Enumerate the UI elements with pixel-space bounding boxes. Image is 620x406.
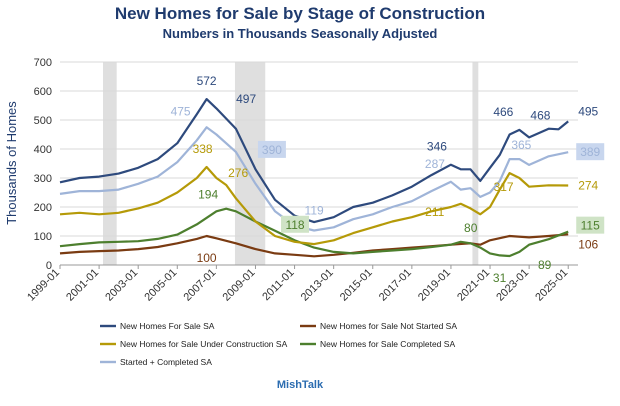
data-annotations: 572 497 346 466 468 495 475 390 119 287 365 389 338 2… xyxy=(171,74,605,285)
x-tick-2019-01: 2019-01 xyxy=(416,267,453,304)
shade-2 xyxy=(472,62,479,265)
annotation-10: 365 xyxy=(511,138,531,152)
x-tick-2011-01: 2011-01 xyxy=(260,267,296,303)
x-tick-labels: 1999-01 2001-01 2003-01 2005-01 2007-01 2009-… xyxy=(25,265,570,304)
annotation-17: 194 xyxy=(198,188,218,202)
series-line-3 xyxy=(59,207,569,258)
legend-label-2: New Homes for Sale Under Construction SA xyxy=(120,339,288,349)
series-lines xyxy=(59,98,569,258)
x-tick-2007-01: 2007-01 xyxy=(181,267,218,304)
annotation-box-22 xyxy=(576,216,605,234)
annotation-16: 274 xyxy=(578,179,598,193)
annotation-7: 390 xyxy=(262,143,282,157)
y-tick-300: 300 xyxy=(34,173,52,185)
chart-subtitle: Numbers in Thousands Seasonally Adjusted xyxy=(163,26,438,41)
annotation-15: 317 xyxy=(494,180,514,194)
legend-label-0: New Homes For Sale SA xyxy=(120,321,215,331)
y-tick-700: 700 xyxy=(34,57,52,69)
y-tick-200: 200 xyxy=(34,202,52,214)
shade-0 xyxy=(103,62,117,265)
series-line-0 xyxy=(59,98,569,224)
annotation-21: 89 xyxy=(538,258,552,272)
annotation-1: 497 xyxy=(236,92,256,106)
annotation-24: 106 xyxy=(578,237,598,251)
annotation-12: 338 xyxy=(193,142,213,156)
annotation-8: 119 xyxy=(305,203,324,217)
annotation-19: 80 xyxy=(464,221,478,235)
y-axis-label: Thousands of Homes xyxy=(4,101,19,225)
annotation-13: 276 xyxy=(228,166,248,180)
annotation-box-7 xyxy=(257,140,286,158)
legend-label-4: Started + Completed SA xyxy=(120,357,212,367)
x-tick-2015-01: 2015-01 xyxy=(338,267,375,304)
annotation-2: 346 xyxy=(427,140,447,154)
annotation-box-18 xyxy=(281,215,310,233)
annotation-6: 475 xyxy=(171,104,191,118)
x-tick-2009-01: 2009-01 xyxy=(221,267,258,304)
chart-title: New Homes for Sale by Stage of Construct… xyxy=(115,4,485,23)
annotation-22: 115 xyxy=(581,219,600,233)
annotation-14: 211 xyxy=(425,205,444,219)
legend-label-3: New Homes for Sale Completed SA xyxy=(320,339,455,349)
series-line-1 xyxy=(59,233,569,258)
x-tick-1999-01: 1999-01 xyxy=(25,267,62,304)
series-line-4 xyxy=(59,126,569,232)
x-tick-2021-01: 2021-01 xyxy=(455,267,492,304)
shade-1 xyxy=(234,62,266,265)
annotation-23: 100 xyxy=(197,251,217,265)
annotation-box-11 xyxy=(576,143,605,161)
annotation-0: 572 xyxy=(197,74,217,88)
y-tick-labels: 0 100 200 300 400 500 600 700 xyxy=(34,57,52,272)
x-tick-2003-01: 2003-01 xyxy=(103,267,140,304)
legend-label-1: New Homes for Sale Not Started SA xyxy=(320,321,457,331)
x-tick-2013-01: 2013-01 xyxy=(299,267,336,304)
annotation-18: 118 xyxy=(285,218,304,232)
y-tick-400: 400 xyxy=(34,144,52,156)
x-tick-2001-01: 2001-01 xyxy=(64,267,101,304)
annotation-11: 389 xyxy=(580,145,600,159)
annotation-5: 495 xyxy=(578,104,598,118)
y-tick-600: 600 xyxy=(34,86,52,98)
series-line-2 xyxy=(59,165,569,246)
x-tick-2017-01: 2017-01 xyxy=(377,267,414,304)
source-label: MishTalk xyxy=(277,379,324,391)
x-tick-2005-01: 2005-01 xyxy=(142,267,179,304)
grid-lines xyxy=(60,61,578,266)
y-tick-100: 100 xyxy=(34,231,52,243)
annotation-9: 287 xyxy=(425,157,445,171)
annotation-20: 31 xyxy=(493,271,507,285)
annotation-4: 468 xyxy=(530,108,550,122)
y-tick-0: 0 xyxy=(46,260,52,272)
legend: New Homes For Sale SA New Homes for Sale … xyxy=(100,321,457,367)
y-tick-500: 500 xyxy=(34,115,52,127)
recession-shading xyxy=(103,62,479,265)
annotation-3: 466 xyxy=(493,105,513,119)
